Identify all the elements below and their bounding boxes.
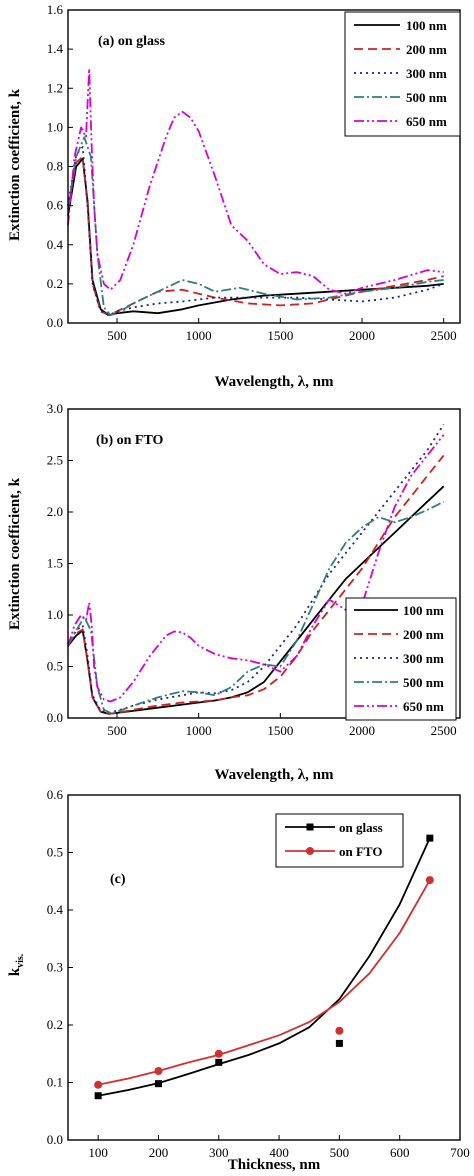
y-tick-label: 3.0 <box>47 401 63 416</box>
data-point-circle <box>425 876 434 885</box>
series-line-on-glass <box>98 837 431 1097</box>
legend-label: 100 nm <box>406 18 447 33</box>
data-point-square <box>94 1092 102 1100</box>
legend-label: on glass <box>339 820 383 835</box>
legend-marker <box>306 847 314 855</box>
y-tick-label: 0.4 <box>47 902 64 917</box>
data-point-circle <box>214 1049 223 1058</box>
x-axis-label: Wavelength, λ, nm <box>214 374 334 390</box>
x-tick-label: 100 <box>88 1145 108 1160</box>
x-tick-label: 200 <box>149 1145 169 1160</box>
y-tick-label: 0.1 <box>47 1075 63 1090</box>
series-line-100-nm <box>67 157 444 317</box>
legend-label: 200 nm <box>406 42 447 57</box>
series-line-200-nm <box>67 454 445 715</box>
x-tick-label: 500 <box>107 328 127 343</box>
y-tick-label: 0.6 <box>47 787 64 802</box>
series-line-650-nm <box>67 434 445 703</box>
legend-box <box>345 597 457 721</box>
x-tick-label: 2500 <box>431 723 457 738</box>
legend-marker <box>306 823 314 831</box>
x-tick-label: 300 <box>209 1145 229 1160</box>
legend-label: on FTO <box>339 844 382 859</box>
y-tick-label: 0.5 <box>47 659 63 674</box>
x-tick-label: 1500 <box>267 723 293 738</box>
panel-a: 500 1000 1500 2000 2500 0.0 0.2 0.4 0.6 0.8 1.0 1.2… <box>7 2 461 390</box>
x-tick-label: 500 <box>107 723 127 738</box>
legend-box <box>275 813 404 868</box>
y-tick-label: 2.0 <box>47 504 63 519</box>
legend: 100 nm 200 nm 300 nm 500 nm 650 nm <box>345 597 457 721</box>
x-tick-label: 2000 <box>349 328 375 343</box>
legend-box <box>344 11 461 137</box>
legend: on glass on FTO <box>275 813 404 868</box>
panel-title: (a) on glass <box>98 34 165 49</box>
y-tick-label: 0.6 <box>47 198 64 213</box>
data-point-square <box>215 1058 223 1066</box>
y-tick-label: 0.3 <box>47 960 63 975</box>
y-axis-label-main: k <box>7 967 23 976</box>
legend-label: 300 nm <box>403 651 444 666</box>
x-tick-label: 600 <box>390 1145 410 1160</box>
y-tick-label: 1.5 <box>47 556 63 571</box>
x-tick-label: 500 <box>330 1145 350 1160</box>
data-point-square <box>335 1039 343 1047</box>
legend-label: 650 nm <box>403 699 444 714</box>
x-axis-label: Thickness, nm <box>228 1157 321 1173</box>
y-tick-label: 1.6 <box>47 2 64 17</box>
y-tick-label: 0.4 <box>47 237 64 252</box>
y-tick-label: 1.2 <box>47 80 63 95</box>
legend-label: 100 nm <box>403 603 444 618</box>
y-axis-label-subscript: vis. <box>15 953 26 968</box>
data-point-circle <box>335 1026 344 1035</box>
y-tick-label: 0.8 <box>47 159 63 174</box>
y-tick-label: 0.0 <box>47 710 63 725</box>
y-tick-label: 1.0 <box>47 607 63 622</box>
x-tick-label: 400 <box>269 1145 289 1160</box>
y-tick-label: 1.4 <box>47 41 64 56</box>
legend-label: 500 nm <box>403 675 444 690</box>
y-axis-label: kvis. <box>7 953 26 976</box>
panel-b: 500 1000 1500 2000 2500 0.0 0.5 1.0 1.5 2.0 2.5 3.0… <box>7 401 461 783</box>
y-tick-label: 0.0 <box>47 315 63 330</box>
y-tick-label: 0.5 <box>47 845 63 860</box>
y-tick-label: 1.0 <box>47 119 63 134</box>
y-tick-label: 0.2 <box>47 1017 63 1032</box>
series-line-300-nm <box>67 146 445 317</box>
series-line-200-nm <box>67 155 444 317</box>
y-tick-label: 2.5 <box>47 453 63 468</box>
x-tick-label: 1000 <box>186 328 212 343</box>
x-axis-label: Wavelength, λ, nm <box>214 767 334 783</box>
data-point-circle <box>154 1067 163 1075</box>
data-point-square <box>154 1080 162 1088</box>
legend: 100 nm 200 nm 300 nm 500 nm 650 nm <box>344 11 461 137</box>
data-point-circle <box>94 1080 103 1089</box>
data-point-square <box>426 834 434 842</box>
x-tick-label: 1000 <box>186 723 212 738</box>
panel-c: 100 200 300 400 500 600 700 0.0 0.1 0.2 0.3 0.4 0.5 0… <box>7 787 470 1173</box>
series-line-650-nm <box>67 67 444 295</box>
y-tick-label: 0.2 <box>47 276 63 291</box>
y-axis-label: Extinction coefficient, k <box>7 88 23 241</box>
panel-title: (c) <box>110 872 126 887</box>
y-axis-label: Extinction coefficient, k <box>7 477 23 630</box>
y-tick-label: 0.0 <box>47 1132 63 1147</box>
x-tick-label: 1500 <box>267 328 293 343</box>
legend-label: 200 nm <box>403 627 444 642</box>
legend-label: 300 nm <box>406 66 447 81</box>
series-line-500-nm <box>67 500 445 714</box>
panel-title: (b) on FTO <box>96 433 164 448</box>
x-tick-label: 700 <box>450 1145 470 1160</box>
series-line-on-FTO <box>98 879 431 1086</box>
legend-label: 500 nm <box>406 90 447 105</box>
series-line-500-nm <box>67 136 444 317</box>
x-tick-label: 2000 <box>349 723 375 738</box>
x-tick-label: 2500 <box>431 328 457 343</box>
legend-label: 650 nm <box>406 114 447 129</box>
